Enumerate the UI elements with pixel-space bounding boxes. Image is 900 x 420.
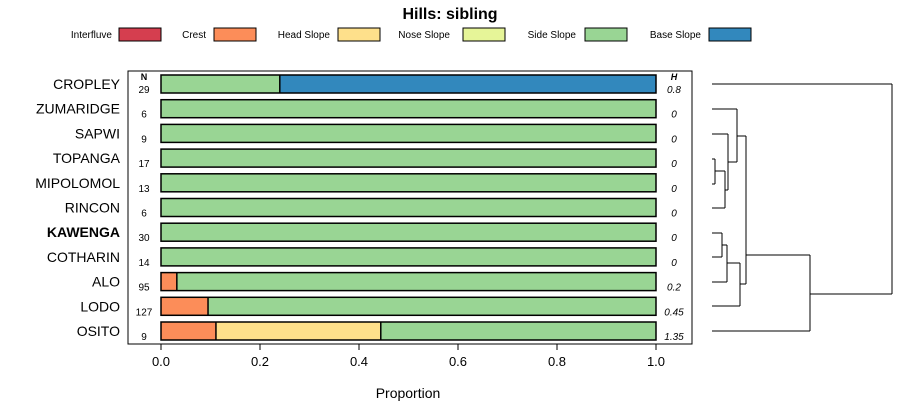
dendro-merge-osito [809,255,892,331]
plot-frame [127,70,693,345]
x-tick-label-5: 1.0 [647,354,665,369]
bar-outline-lodo [160,296,657,317]
bar-outline-cropley [160,74,657,94]
n-value-lodo: 127 [136,307,153,318]
dendrogram [712,83,893,332]
n-value-zumaridge: 6 [141,110,147,121]
bar-outline-topanga [160,148,657,168]
legend-swatch-side-slope [584,27,628,42]
bar-cotharin-side-slope [161,247,656,266]
x-axis: 0.0 0.2 0.4 0.6 0.8 1.0 [152,344,665,369]
row-label-mipolomol: MIPOLOMOL [35,175,120,191]
row-label-osito: OSITO [77,323,120,339]
bar-outline-kawenga [160,222,657,242]
legend-label-head-slope: Head Slope [278,30,331,41]
n-value-cropley: 29 [138,85,150,96]
bar-mipolomol-side-slope [161,173,656,192]
h-value-sapwi: 0 [671,134,677,145]
legend-label-crest: Crest [182,30,206,41]
n-value-alo: 95 [138,283,150,294]
bar-alo-side-slope [176,272,656,291]
row-label-topanga: TOPANGA [53,150,121,166]
n-header: N [141,72,148,82]
legend-label-interfluve: Interfluve [71,30,113,41]
x-tick-label-4: 0.8 [548,354,566,369]
dendro-merge-side-slope-group [745,136,810,284]
dendro-merge-sapwi [727,134,737,190]
n-value-rincon: 6 [141,209,147,220]
n-value-cotharin: 14 [138,258,150,269]
row-label-cropley: CROPLEY [53,76,121,92]
dendro-merge-lodo [739,263,746,306]
bar-rincon-side-slope [161,198,656,217]
h-value-cropley: 0.8 [667,85,681,96]
x-tick-label-1: 0.2 [251,354,269,369]
row-label-alo: ALO [92,274,120,290]
row-label-zumaridge: ZUMARIDGE [36,101,120,117]
dendro-merge-alo [726,245,740,282]
bar-outline-sapwi [160,123,657,144]
bar-outline-cotharin [160,247,657,267]
h-value-cotharin: 0 [671,258,677,269]
dendro-merge-zumaridge [736,109,746,162]
x-tick-label-0: 0.0 [152,354,170,369]
legend-label-side-slope: Side Slope [528,30,577,41]
bar-osito-head-slope [215,322,381,340]
h-value-zumaridge: 0 [671,110,677,121]
h-value-rincon: 0 [671,209,677,220]
bar-osito-crest [161,322,216,340]
row-label-lodo: LODO [80,298,120,314]
h-value-topanga: 0 [671,159,677,170]
bar-outline-rincon [160,197,657,218]
row-label-kawenga: KAWENGA [47,224,120,240]
h-value-mipolomol: 0 [671,184,677,195]
bar-outline-zumaridge [160,98,657,119]
bar-sapwi-side-slope [161,124,656,143]
legend-swatch-head-slope [337,27,381,42]
bar-outline-mipolomol [160,173,657,193]
bar-osito-side-slope [380,322,656,340]
legend-label-base-slope: Base Slope [650,30,702,41]
h-value-lodo: 0.45 [664,307,684,318]
legend-swatch-crest [213,27,257,42]
bar-topanga-side-slope [161,149,656,168]
legend-label-nose-slope: Nose Slope [398,30,450,41]
bar-lodo-side-slope [208,297,656,316]
h-value-osito: 1.35 [664,332,684,343]
bar-cropley-base-slope [279,75,656,93]
h-header: H [671,72,678,82]
bar-outline-osito [160,321,657,341]
n-value-sapwi: 9 [141,134,147,145]
chart-rows: CROPLEY 29 0.8 ZUMARIDGE 6 0 SAPWI 9 0 TOPANGA 17 0… [35,74,684,343]
legend-swatch-nose-slope [462,27,506,42]
row-label-rincon: RINCON [65,200,120,216]
bar-cropley-side-slope [161,75,280,93]
row-label-sapwi: SAPWI [75,125,120,141]
x-axis-label: Proportion [376,385,441,401]
legend-swatch-base-slope [708,27,752,42]
bar-outline-alo [160,271,657,292]
legend-swatch-interfluve [118,27,162,42]
legend: Interfluve Crest Head Slope Nose Slope Side … [71,27,752,42]
n-value-osito: 9 [141,332,147,343]
row-label-cotharin: COTHARIN [47,249,120,265]
chart-title: Hills: sibling [402,6,497,23]
h-value-alo: 0.2 [667,283,681,294]
n-value-kawenga: 30 [138,233,150,244]
bar-lodo-crest [161,297,209,316]
h-value-kawenga: 0 [671,233,677,244]
n-value-mipolomol: 13 [138,184,150,195]
x-tick-label-3: 0.6 [449,354,467,369]
bar-zumaridge-side-slope [161,99,656,118]
bar-kawenga-side-slope [161,223,656,242]
dendro-merge-topanga-mipolomol [714,159,725,184]
dendro-merge-kawenga-cotharin [721,233,727,257]
x-tick-label-2: 0.4 [350,354,368,369]
n-value-topanga: 17 [138,159,150,170]
bar-alo-crest [161,272,177,291]
